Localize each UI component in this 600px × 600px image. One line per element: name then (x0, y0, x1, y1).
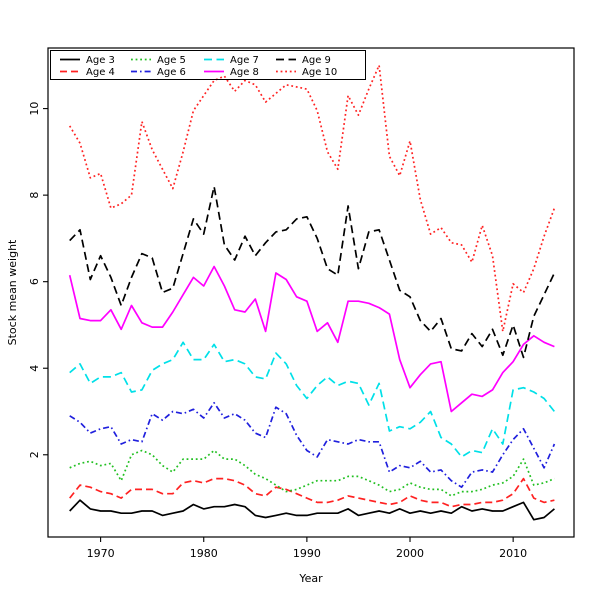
y-tick-label-4: 4 (28, 365, 41, 372)
line-age-7 (69, 341, 556, 458)
legend-label-age-4: Age 4 (86, 67, 115, 78)
legend-label-age-7: Age 7 (230, 55, 259, 66)
y-tick-label-6: 6 (28, 278, 41, 285)
legend-label-age-5: Age 5 (157, 55, 186, 66)
y-tick-label-8: 8 (28, 192, 41, 199)
line-age-3 (69, 499, 555, 521)
legend-label-age-8: Age 8 (230, 67, 259, 78)
line-age-9 (69, 185, 556, 359)
y-axis-label: Stock mean weight (6, 239, 19, 345)
x-tick-label-2000: 2000 (396, 547, 424, 560)
line-age-4 (69, 477, 555, 508)
x-tick-label-2010: 2010 (499, 547, 527, 560)
line-age-5 (69, 449, 555, 497)
line-age-8 (68, 265, 555, 413)
y-tick-label-2: 2 (28, 451, 41, 458)
legend-box (50, 50, 366, 80)
x-tick-label-1970: 1970 (87, 547, 115, 560)
x-tick-label-1980: 1980 (190, 547, 218, 560)
line-age-10 (68, 64, 556, 333)
plot-box (47, 47, 575, 538)
y-tick-label-10: 10 (28, 102, 41, 116)
x-tick-label-1990: 1990 (293, 547, 321, 560)
legend-label-age-9: Age 9 (302, 55, 331, 66)
legend-label-age-10: Age 10 (302, 67, 337, 78)
x-axis-label: Year (298, 572, 323, 585)
line-age-6 (69, 401, 556, 489)
legend-label-age-3: Age 3 (86, 55, 115, 66)
legend-label-age-6: Age 6 (157, 67, 186, 78)
